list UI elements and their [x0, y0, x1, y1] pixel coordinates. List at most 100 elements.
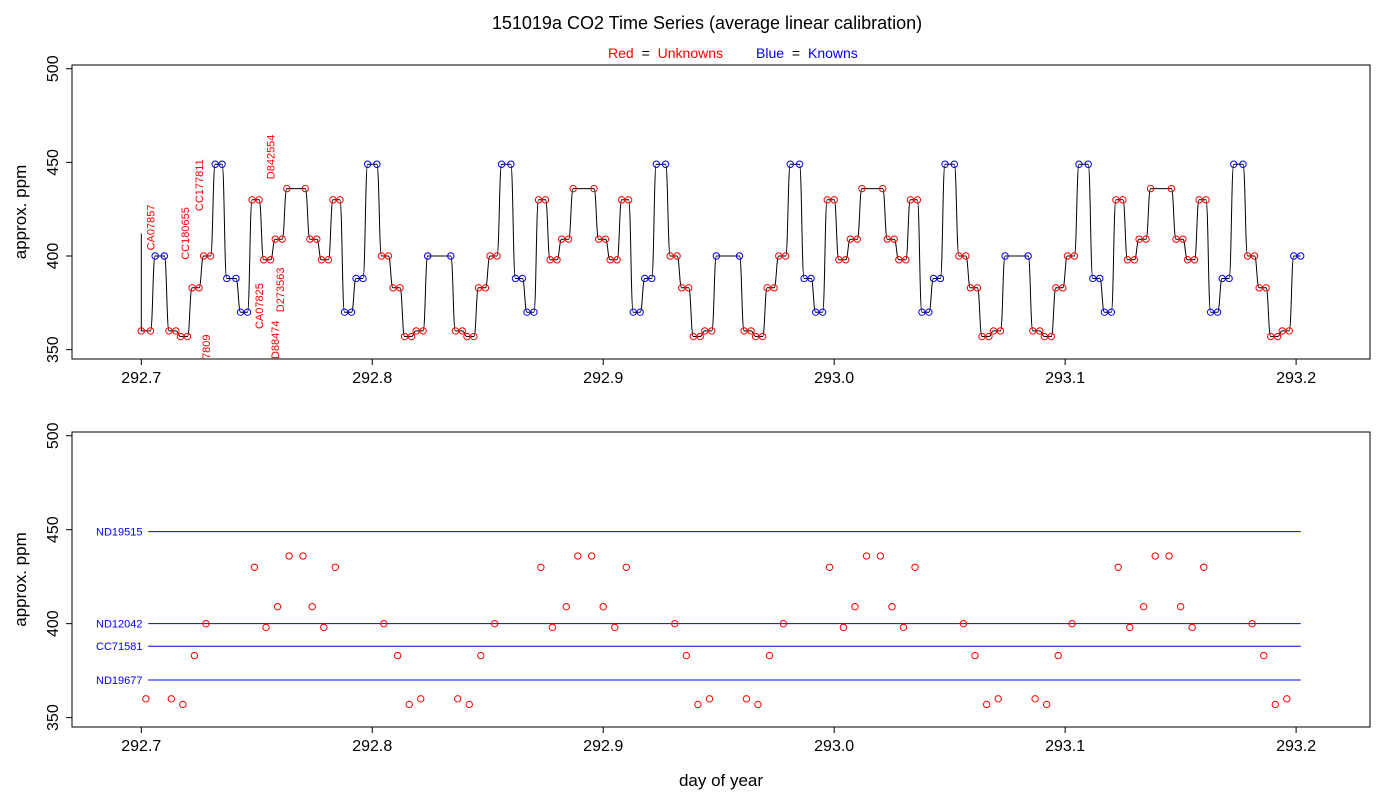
top-x-tick-label: 293.0	[814, 370, 854, 387]
top-known-marker	[1075, 160, 1083, 168]
top-x-tick-label: 292.8	[352, 370, 392, 387]
top-sample-annotation: CC180655	[180, 207, 192, 260]
bottom-unknown-point	[308, 603, 316, 611]
top-unknown-marker	[775, 252, 783, 260]
bottom-unknown-point	[876, 552, 885, 560]
bottom-y-tick-label: 400	[45, 610, 62, 637]
top-unknown-marker	[1059, 284, 1067, 292]
top-known-marker	[1089, 274, 1097, 283]
top-unknown-marker	[613, 256, 621, 264]
top-known-marker	[950, 160, 958, 168]
bottom-x-tick-label: 292.8	[352, 738, 392, 755]
top-unknown-marker	[165, 327, 173, 335]
top-known-marker	[1100, 308, 1109, 316]
top-trace-line	[140, 163, 1301, 337]
bottom-unknown-point	[599, 603, 607, 611]
top-unknown-marker	[830, 196, 838, 204]
top-unknown-marker	[955, 252, 963, 260]
bottom-unknown-point	[262, 623, 270, 632]
top-known-marker	[511, 274, 520, 283]
top-known-marker	[447, 252, 455, 260]
top-x-tick-label: 293.1	[1045, 370, 1085, 387]
top-unknown-marker	[458, 327, 467, 335]
top-unknown-marker	[1266, 332, 1275, 341]
top-unknown-marker	[673, 252, 681, 260]
top-unknown-marker	[617, 196, 626, 204]
top-unknown-marker	[199, 252, 208, 260]
bottom-unknown-point	[911, 563, 919, 571]
bottom-unknown-point	[1126, 623, 1134, 632]
bottom-unknown-point	[1176, 603, 1185, 611]
top-unknown-marker	[985, 332, 993, 341]
top-unknown-marker	[546, 256, 554, 264]
top-known-marker	[211, 160, 219, 168]
top-known-marker	[1213, 308, 1222, 316]
top-unknown-marker	[758, 332, 767, 341]
bottom-unknown-point	[537, 563, 545, 571]
top-known-marker	[218, 160, 226, 168]
bottom-y-tick-label: 350	[45, 704, 62, 731]
top-known-marker	[652, 160, 661, 168]
top-unknown-marker	[255, 196, 263, 204]
top-x-tick-label: 292.7	[121, 370, 161, 387]
bottom-unknown-point	[405, 700, 413, 709]
top-x-tick-label: 292.9	[583, 370, 623, 387]
top-unknown-marker	[377, 252, 386, 260]
top-unknown-marker	[486, 252, 494, 260]
top-unknown-marker	[1278, 327, 1286, 335]
top-unknown-marker	[1146, 184, 1155, 193]
top-y-tick-label: 500	[45, 55, 62, 82]
top-unknown-marker	[470, 332, 478, 341]
bottom-unknown-point	[1054, 651, 1062, 660]
bottom-unknown-point	[671, 619, 679, 628]
top-unknown-marker	[1243, 252, 1252, 260]
bottom-unknown-point	[705, 695, 714, 703]
legend-unknowns: Unknowns	[658, 45, 723, 61]
top-unknown-marker	[1202, 196, 1210, 204]
top-unknown-marker	[740, 327, 748, 335]
top-unknown-marker	[541, 196, 550, 204]
top-known-marker	[918, 308, 926, 316]
top-unknown-marker	[1119, 196, 1127, 204]
bottom-unknown-point	[179, 700, 187, 709]
legend-knowns: Knowns	[808, 45, 858, 61]
bottom-unknown-point	[742, 695, 751, 703]
top-unknown-marker	[624, 196, 633, 204]
top-known-marker	[811, 308, 820, 316]
bottom-unknown-point	[380, 619, 388, 628]
top-unknown-marker	[301, 184, 309, 193]
top-unknown-marker	[823, 196, 831, 204]
bottom-unknown-point	[682, 651, 691, 660]
bottom-unknown-point	[273, 603, 282, 611]
top-known-marker	[347, 308, 356, 316]
top-unknown-marker	[137, 327, 145, 335]
bottom-y-tick-label: 450	[45, 516, 62, 543]
top-unknown-marker	[996, 327, 1005, 335]
top-unknown-marker	[978, 332, 986, 341]
bottom-x-tick-label: 292.9	[583, 738, 623, 755]
top-known-marker	[340, 308, 349, 316]
top-known-marker	[800, 274, 808, 283]
top-unknown-marker	[1285, 327, 1293, 335]
top-unknown-marker	[1112, 196, 1120, 204]
top-unknown-marker	[1250, 252, 1259, 260]
bottom-reference-label: ND19515	[96, 527, 142, 539]
top-sample-annotation: D88474	[270, 320, 282, 359]
top-unknown-marker	[878, 184, 887, 193]
top-known-marker	[1230, 160, 1238, 168]
legend: Red = Unknowns Blue = Knowns	[608, 45, 858, 61]
bottom-x-axis-label: day of year	[679, 771, 763, 790]
top-unknown-marker	[846, 235, 855, 243]
top-y-tick-label: 450	[45, 149, 62, 176]
bottom-unknown-point	[839, 623, 848, 632]
top-unknown-marker	[594, 235, 603, 243]
top-unknown-marker	[176, 332, 185, 341]
top-unknown-marker	[1195, 196, 1203, 204]
top-known-marker	[1024, 252, 1032, 260]
bottom-x-tick-label: 293.2	[1276, 738, 1316, 755]
top-unknown-marker	[329, 196, 337, 204]
top-known-marker	[1001, 252, 1009, 260]
top-known-marker	[807, 274, 815, 283]
bottom-x-tick-label: 293.1	[1045, 738, 1085, 755]
